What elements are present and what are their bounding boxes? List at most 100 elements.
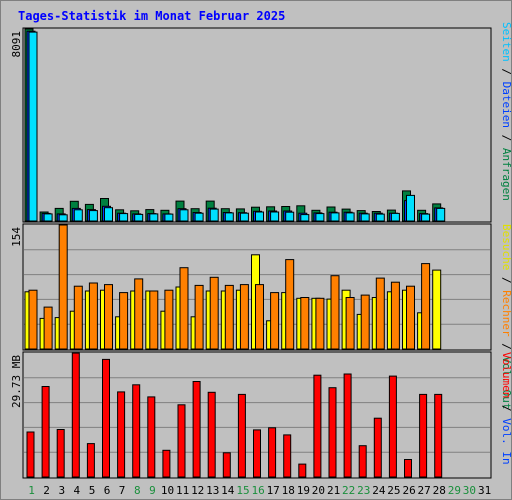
bar-rechner: [406, 285, 415, 350]
bar-volumen: [207, 391, 216, 478]
x-tick-label: 23: [357, 484, 370, 497]
bar-rechner: [149, 290, 159, 350]
x-tick-label: 22: [342, 484, 355, 497]
bar-seiten: [58, 214, 68, 222]
x-tick-label: 21: [327, 484, 340, 497]
bar-seiten: [43, 213, 53, 222]
x-tick-label: 30: [463, 484, 476, 497]
x-tick-label: 18: [282, 484, 295, 497]
bar-rechner: [360, 294, 370, 350]
bar-rechner: [285, 259, 295, 350]
legend-entry: /: [500, 398, 512, 418]
x-tick-label: 12: [191, 484, 204, 497]
bar-volumen: [26, 431, 35, 478]
bar-volumen: [419, 393, 428, 478]
bar-seiten: [255, 211, 264, 222]
bar-volumen: [434, 393, 443, 478]
legend-entry: /: [500, 337, 512, 357]
legend-entry: Vol. Out: [500, 356, 512, 409]
x-tick-label: 27: [417, 484, 430, 497]
bar-rechner: [119, 292, 129, 350]
x-tick-label: 3: [58, 484, 65, 497]
bar-rechner: [330, 275, 340, 350]
bar-rechner: [209, 276, 219, 350]
x-tick-label: 25: [387, 484, 400, 497]
bar-rechner: [390, 281, 400, 350]
bar-rechner: [43, 306, 53, 350]
bar-volumen: [192, 381, 201, 478]
bar-rechner: [179, 267, 189, 350]
x-tick-label: 26: [402, 484, 415, 497]
x-tick-label: 11: [176, 484, 189, 497]
legend-entry: Volumen: [500, 352, 512, 398]
bar-seiten: [119, 213, 129, 222]
right-legend-middle: Besuche / Rechner / Vol. Out: [500, 224, 512, 409]
x-tick-label: 28: [433, 484, 446, 497]
x-tick-label: 19: [297, 484, 310, 497]
legend-entry: Anfragen: [500, 148, 512, 201]
bar-rechner: [375, 277, 385, 350]
bar-seiten: [421, 213, 431, 222]
bar-rechner: [104, 284, 113, 350]
bar-volumen: [177, 404, 186, 478]
bar-rechner: [421, 263, 431, 350]
bar-volumen: [102, 358, 110, 478]
visits-panel: [22, 223, 492, 351]
bar-rechner: [58, 224, 68, 350]
bar-rechner: [73, 285, 83, 350]
x-tick-label: 14: [221, 484, 235, 497]
bar-volumen: [117, 391, 126, 478]
bar-seiten: [315, 213, 325, 222]
bar-volumen: [237, 393, 246, 478]
x-tick-label: 8: [134, 484, 141, 497]
bar-seiten: [209, 208, 219, 222]
bar-seiten: [375, 213, 385, 222]
bar-volumen: [358, 445, 367, 478]
legend-entry: /: [500, 128, 512, 148]
bar-volumen: [162, 449, 171, 478]
bar-volumen: [313, 374, 322, 478]
right-legend-top: Seiten / Dateien / Anfragen: [500, 22, 512, 201]
bar-seiten: [270, 211, 280, 222]
bar-seiten: [164, 213, 174, 222]
x-tick-label: 15: [236, 484, 249, 497]
bar-volumen: [71, 352, 80, 478]
bar-seiten: [194, 212, 204, 222]
bar-volumen: [41, 386, 50, 478]
bar-volumen: [268, 427, 277, 478]
y-max-label: 29.73 MB: [10, 355, 23, 408]
x-tick-label: 31: [478, 484, 491, 497]
bar-rechner: [164, 289, 174, 350]
bar-seiten: [406, 194, 415, 222]
x-tick-label: 6: [104, 484, 111, 497]
chart-title: Tages-Statistik im Monat Februar 2025: [18, 9, 285, 23]
bar-rechner: [239, 284, 249, 350]
x-tick-label: 7: [119, 484, 126, 497]
bar-rechner: [134, 278, 144, 350]
bar-volumen: [222, 452, 231, 478]
x-tick-label: 29: [448, 484, 461, 497]
bar-rechner: [345, 297, 355, 350]
bar-seiten: [239, 212, 249, 222]
bar-rechner: [255, 284, 264, 350]
bar-volumen: [388, 375, 397, 478]
bar-seiten: [88, 210, 98, 222]
bar-rechner: [270, 292, 280, 350]
bar-seiten: [330, 212, 340, 222]
bar-volumen: [373, 417, 382, 478]
bar-volumen: [147, 396, 156, 478]
legend-entry: Dateien: [500, 82, 512, 128]
bar-volumen: [132, 384, 141, 478]
bar-volumen: [298, 463, 307, 478]
volume-panel: [22, 351, 492, 479]
bar-seiten: [104, 207, 113, 222]
bar-volumen: [328, 387, 337, 478]
bar-rechner: [194, 284, 204, 350]
legend-entry: /: [500, 62, 512, 82]
legend-entry: Rechner: [500, 290, 512, 337]
legend-entry: /: [500, 270, 512, 290]
bar-besuche: [432, 269, 442, 350]
bar-volumen: [253, 429, 261, 478]
